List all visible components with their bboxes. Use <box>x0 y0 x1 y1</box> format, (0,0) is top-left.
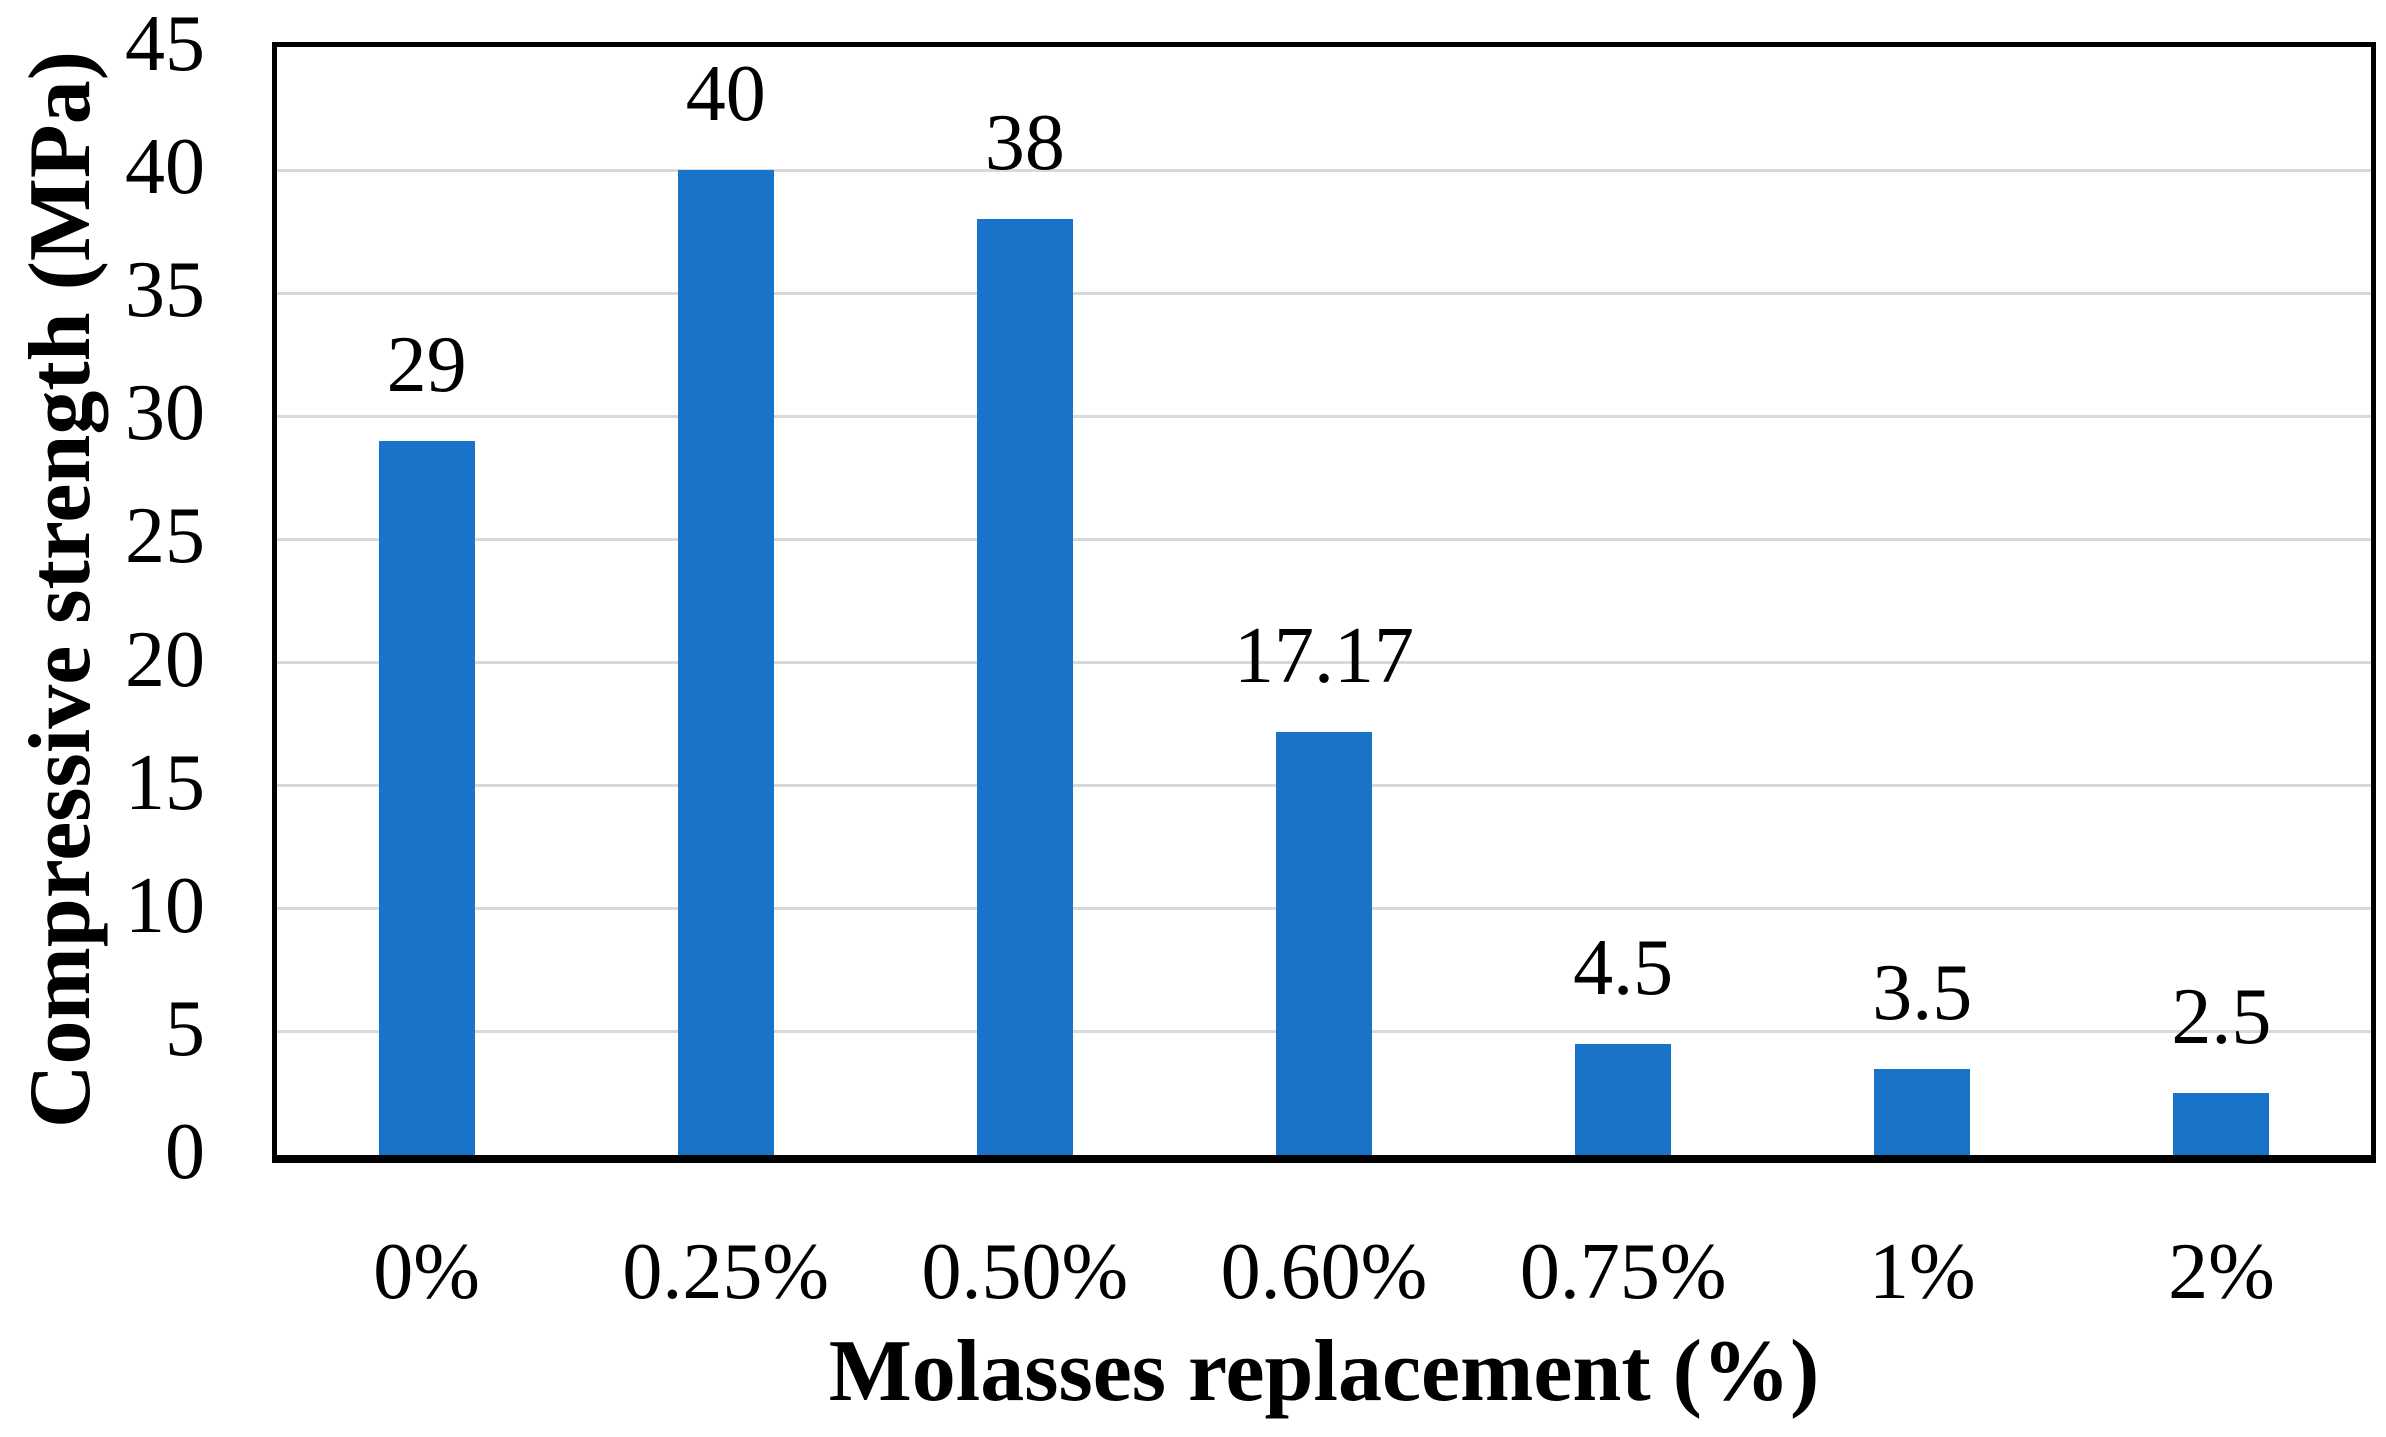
bar-value-label: 4.5 <box>1573 924 1674 1013</box>
gridline <box>277 537 2371 541</box>
y-tick-label: 20 <box>125 615 205 704</box>
y-tick-label: 5 <box>165 984 205 1073</box>
bar-2% <box>2173 1093 2270 1155</box>
x-tick-label: 0.75% <box>1519 1228 1727 1316</box>
bar-value-label: 2.5 <box>2171 973 2272 1062</box>
y-tick-label: 35 <box>125 246 205 335</box>
y-tick-label: 30 <box>125 369 205 458</box>
x-tick-label: 0.50% <box>921 1228 1129 1316</box>
x-tick-label: 0.60% <box>1220 1228 1428 1316</box>
plot-area: 29 40 38 17.17 4.5 3.5 2.5 <box>272 42 2376 1163</box>
bar-value-label: 40 <box>685 50 766 139</box>
x-tick-label: 0% <box>373 1228 480 1316</box>
y-tick-label: 25 <box>125 492 205 581</box>
x-tick-label: 0.25% <box>622 1228 830 1316</box>
y-tick-label: 0 <box>165 1107 205 1196</box>
x-tick-label: 2% <box>2168 1228 2275 1316</box>
bar-0.60% <box>1276 732 1372 1155</box>
gridline <box>277 414 2371 418</box>
y-tick-label: 45 <box>125 0 205 88</box>
y-tick-label: 40 <box>125 122 205 211</box>
bar-0.75% <box>1575 1044 1672 1155</box>
bar-value-label: 3.5 <box>1872 948 1973 1037</box>
gridline <box>277 168 2371 172</box>
x-tick-label: 1% <box>1868 1228 1976 1316</box>
bar-1% <box>1874 1068 1971 1155</box>
bar-value-label: 38 <box>984 99 1065 188</box>
bar-value-label: 29 <box>386 320 467 409</box>
bar-0% <box>378 440 475 1155</box>
gridline <box>277 661 2371 665</box>
bar-0.50% <box>976 219 1073 1155</box>
y-axis-title: Compressive strength (MPa) <box>12 51 109 1129</box>
y-tick-label: 15 <box>125 738 205 827</box>
bar-0.25% <box>677 170 774 1155</box>
y-tick-label: 10 <box>125 861 205 950</box>
gridline <box>277 291 2371 295</box>
bar-value-label: 17.17 <box>1234 612 1414 701</box>
x-axis-title: Molasses replacement (%) <box>828 1323 1820 1420</box>
